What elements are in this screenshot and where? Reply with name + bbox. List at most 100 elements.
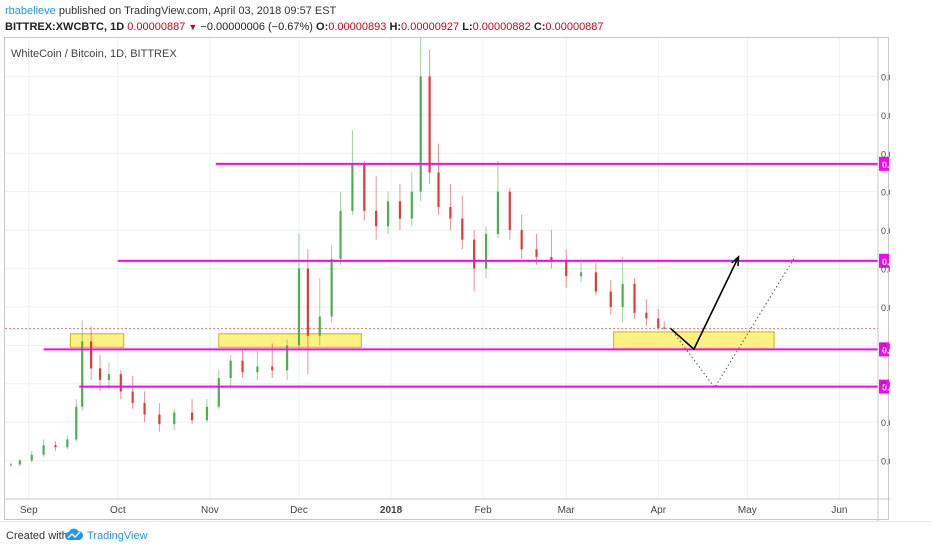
chart-frame[interactable]: WhiteCoin / Bitcoin, 1D, BITTREX 0.00001… — [4, 37, 890, 521]
candle-body — [90, 341, 93, 369]
axes: Sep Oct Nov Dec 2018 Feb Mar Apr May Jun 0.0000020… — [5, 38, 890, 521]
candle-body — [437, 172, 440, 208]
level-price-label: 0.00000779 — [882, 345, 890, 355]
support-zone — [613, 331, 775, 350]
candle-body — [98, 368, 102, 380]
x-tick-label: Sep — [20, 505, 38, 516]
candle-body — [461, 218, 464, 240]
candle-body — [54, 445, 57, 448]
symbol-label: BITTREX:XWCBTC, 1D — [5, 21, 125, 33]
y-tick-label: 0.00002000 — [881, 111, 890, 121]
low-value: 0.00000882 — [472, 21, 531, 33]
price-chart[interactable]: WhiteCoin / Bitcoin, 1D, BITTREX 0.00001… — [5, 38, 890, 521]
support-zone — [69, 333, 125, 348]
candle-body — [508, 191, 511, 231]
level-price-label: 0.00001240 — [882, 257, 890, 267]
created-with-label: Created with — [6, 530, 68, 542]
candle-body — [18, 460, 21, 465]
candle-body — [351, 164, 354, 211]
open-value: 0.00000893 — [328, 21, 387, 33]
candle-body — [241, 360, 244, 373]
arrow-head — [731, 255, 740, 267]
projections — [669, 255, 796, 389]
candle-body — [419, 76, 422, 192]
candle-body — [297, 268, 301, 346]
change-down-icon: ▼ — [188, 22, 198, 32]
candle-body — [663, 327, 666, 329]
candle-body — [339, 210, 342, 259]
candle-body — [484, 233, 488, 269]
x-tick-label: Feb — [474, 505, 492, 516]
projection-arrow — [669, 256, 740, 351]
candle-body — [386, 201, 390, 227]
x-tick-label: Jun — [831, 505, 847, 516]
level-price-tag — [879, 379, 889, 394]
chart-title: WhiteCoin / Bitcoin, 1D, BITTREX — [11, 48, 177, 60]
candle-body — [229, 360, 232, 378]
candle-body — [449, 207, 452, 219]
open-label: O: — [316, 21, 329, 33]
level-price-tag — [879, 156, 889, 171]
candle-body — [398, 201, 402, 219]
level-price-label: 0.00001745 — [882, 160, 890, 170]
last-price: 0.00000887 — [127, 21, 186, 33]
tradingview-cloud-icon — [65, 528, 84, 540]
candle-body — [375, 210, 378, 227]
y-tick-label: 0.00001400 — [881, 226, 890, 236]
x-tick-label: 2018 — [380, 505, 403, 516]
published-info: published on TradingView.com, April 03, … — [58, 5, 337, 17]
y-tick-label: 0.00001200 — [881, 265, 890, 275]
x-tick-label: Dec — [290, 505, 308, 516]
candle-body — [119, 374, 122, 392]
close-value: 0.00000887 — [545, 21, 604, 33]
x-tick-label: Nov — [201, 505, 219, 516]
candle-body — [158, 414, 161, 425]
candle-body — [633, 283, 636, 313]
candle-body — [550, 256, 553, 261]
zones — [69, 331, 775, 350]
candle-body — [579, 272, 583, 277]
candle-body — [217, 377, 220, 407]
x-tick-label: Oct — [110, 505, 126, 516]
level-price-tag — [879, 342, 889, 357]
candle-body — [565, 260, 568, 277]
chart-header: rbabelieve published on TradingView.com,… — [5, 3, 925, 35]
candle-body — [131, 391, 134, 403]
candle-body — [9, 464, 13, 466]
candle-body — [256, 366, 259, 373]
candle-body — [535, 249, 538, 257]
y-tick-label: 0.00001800 — [881, 149, 890, 159]
y-tick-label: 0.00001600 — [881, 188, 890, 198]
candle-body — [594, 272, 598, 292]
support-zone — [218, 333, 362, 348]
y-tick-label: 0.00002200 — [881, 72, 890, 82]
candle-body — [520, 230, 523, 250]
price-change: −0.00000006 (−0.67%) — [200, 21, 313, 33]
publish-line: rbabelieve published on TradingView.com,… — [5, 3, 925, 19]
x-tick-label: Apr — [650, 505, 666, 516]
high-value: 0.00000927 — [401, 21, 460, 33]
candle-body — [363, 164, 366, 211]
candle-body — [318, 316, 321, 336]
candle-body — [173, 412, 176, 425]
candle-body — [143, 402, 146, 415]
level-price-label: 0.00000585 — [882, 383, 890, 393]
candle-body — [66, 439, 69, 448]
candle-body — [107, 374, 111, 380]
candle-body — [621, 283, 624, 307]
ohlc-line: BITTREX:XWCBTC, 1D 0.00000887 ▼ −0.00000… — [5, 19, 925, 35]
candle-body — [81, 341, 84, 407]
candle-body — [190, 412, 194, 421]
y-tick-label: 0.00001000 — [881, 303, 890, 313]
candle-body — [410, 191, 413, 219]
author-link[interactable]: rbabelieve — [5, 5, 56, 17]
candle-body — [30, 454, 33, 461]
tradingview-link[interactable]: TradingView — [87, 530, 148, 542]
y-tick-label: 0.00000400 — [881, 418, 890, 428]
candle-body — [609, 291, 612, 307]
x-tick-label: May — [738, 505, 757, 516]
candle-body — [657, 318, 660, 329]
footer: Created with TradingView — [0, 521, 932, 550]
candle-body — [75, 406, 78, 440]
candles — [9, 38, 666, 467]
